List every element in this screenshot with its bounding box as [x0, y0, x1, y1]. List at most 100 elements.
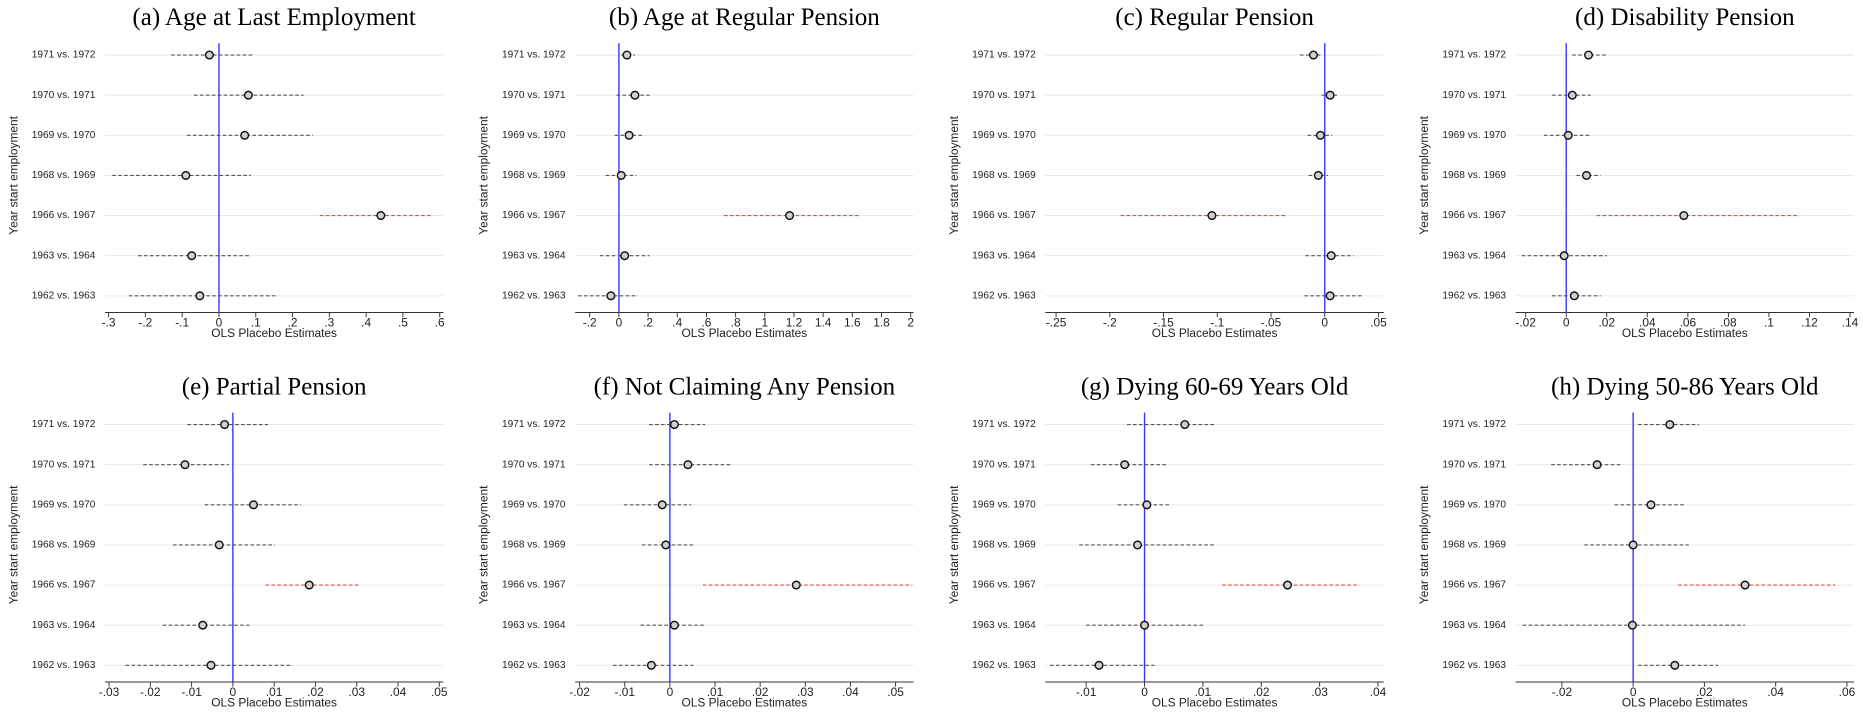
x-tick-label: .03: [348, 685, 365, 699]
y-tick-label: 1971 vs. 1972: [1442, 50, 1506, 61]
x-tick-label: .4: [672, 315, 682, 329]
y-tick-label: 1970 vs. 1971: [32, 459, 96, 470]
point-estimate: [1679, 211, 1689, 221]
x-tick-label: -.01: [1076, 685, 1097, 699]
point-estimate: [1325, 90, 1335, 100]
y-tick-label: 1968 vs. 1969: [502, 540, 566, 551]
panel-title: (a) Age at Last Employment: [132, 4, 415, 31]
x-tick-label: .8: [731, 315, 741, 329]
point-estimate: [1592, 460, 1602, 470]
y-tick-label: 1968 vs. 1969: [1442, 170, 1506, 181]
x-tick-label: .06: [1839, 685, 1856, 699]
x-tick-label: -.25: [1046, 315, 1067, 329]
point-estimate: [1142, 500, 1152, 510]
x-axis-label: OLS Placebo Estimates: [681, 326, 807, 340]
x-tick-label: .6: [701, 315, 711, 329]
x-tick-label: .02: [752, 685, 769, 699]
x-tick-label: .06: [1680, 315, 1697, 329]
y-tick-label: 1962 vs. 1963: [972, 660, 1036, 671]
y-axis-label: Year start employment: [6, 485, 20, 604]
x-tick-label: .01: [266, 685, 283, 699]
y-tick-label: 1970 vs. 1971: [1442, 90, 1506, 101]
y-tick-label: 1971 vs. 1972: [502, 50, 566, 61]
y-tick-label: 1962 vs. 1963: [32, 660, 96, 671]
point-estimate: [1315, 130, 1325, 140]
point-estimate: [1581, 170, 1592, 180]
y-tick-label: 1962 vs. 1963: [1442, 290, 1506, 301]
panel-title: (b) Age at Regular Pension: [609, 4, 880, 31]
y-tick-label: 1969 vs. 1970: [502, 499, 566, 510]
x-tick-label: .02: [1696, 685, 1713, 699]
x-tick-label: -.03: [99, 685, 120, 699]
point-estimate: [1563, 130, 1573, 140]
y-tick-label: 1971 vs. 1972: [32, 50, 96, 61]
point-estimate: [1133, 540, 1143, 550]
x-tick-label: .02: [1253, 685, 1270, 699]
y-tick-label: 1963 vs. 1964: [32, 620, 96, 631]
point-estimate: [1120, 460, 1130, 470]
y-tick-label: 1970 vs. 1971: [502, 459, 566, 470]
x-tick-label: -.01: [181, 685, 202, 699]
x-tick-label: .12: [1801, 315, 1818, 329]
point-estimate: [376, 211, 386, 221]
x-tick-label: -.15: [1153, 315, 1174, 329]
point-estimate: [1313, 170, 1323, 180]
x-tick-label: 0: [667, 685, 674, 699]
y-tick-label: 1971 vs. 1972: [502, 419, 566, 430]
x-tick-label: .04: [1767, 685, 1784, 699]
y-tick-label: 1966 vs. 1967: [32, 210, 96, 221]
point-estimate: [1627, 620, 1637, 630]
point-estimate: [243, 90, 253, 100]
y-tick-label: 1969 vs. 1970: [32, 130, 96, 141]
point-estimate: [1308, 50, 1318, 60]
x-tick-label: .04: [390, 685, 407, 699]
x-tick-label: -.02: [1552, 685, 1573, 699]
point-estimate: [198, 620, 208, 630]
x-tick-label: 1.2: [786, 315, 803, 329]
y-tick-label: 1966 vs. 1967: [1442, 580, 1506, 591]
x-tick-label: 0: [616, 315, 623, 329]
panel-title: (h) Dying 50-86 Years Old: [1551, 374, 1819, 401]
x-tick-label: .04: [1370, 685, 1387, 699]
y-tick-label: 1969 vs. 1970: [1442, 130, 1506, 141]
y-tick-label: 1966 vs. 1967: [502, 580, 566, 591]
x-tick-label: .1: [251, 315, 261, 329]
y-tick-label: 1971 vs. 1972: [972, 50, 1036, 61]
x-tick-label: .03: [1311, 685, 1328, 699]
x-tick-label: .03: [797, 685, 814, 699]
point-estimate: [616, 170, 626, 180]
y-tick-label: 1969 vs. 1970: [972, 130, 1036, 141]
point-estimate: [1740, 580, 1750, 590]
point-estimate: [195, 291, 205, 301]
x-axis-label: OLS Placebo Estimates: [1622, 326, 1748, 340]
y-tick-label: 1962 vs. 1963: [502, 660, 566, 671]
y-tick-label: 1966 vs. 1967: [972, 210, 1036, 221]
point-estimate: [220, 420, 230, 430]
x-tick-label: .04: [842, 685, 859, 699]
y-axis-label: Year start employment: [947, 485, 961, 604]
y-tick-label: 1968 vs. 1969: [972, 540, 1036, 551]
x-tick-label: -.3: [102, 315, 116, 329]
y-tick-label: 1963 vs. 1964: [1442, 620, 1506, 631]
point-estimate: [1670, 660, 1680, 670]
panel-title: (d) Disability Pension: [1575, 4, 1795, 31]
y-tick-label: 1963 vs. 1964: [972, 620, 1036, 631]
y-tick-label: 1966 vs. 1967: [972, 580, 1036, 591]
y-tick-label: 1968 vs. 1969: [1442, 540, 1506, 551]
y-tick-label: 1963 vs. 1964: [1442, 250, 1506, 261]
x-tick-label: .14: [1842, 315, 1859, 329]
point-estimate: [1180, 420, 1190, 430]
y-tick-label: 1968 vs. 1969: [972, 170, 1036, 181]
x-tick-label: 1.6: [844, 315, 861, 329]
point-estimate: [630, 90, 640, 100]
panel-title: (c) Regular Pension: [1115, 4, 1314, 31]
x-tick-label: .02: [1598, 315, 1615, 329]
y-tick-label: 1963 vs. 1964: [32, 250, 96, 261]
x-tick-label: -.02: [140, 685, 161, 699]
x-tick-label: -.02: [569, 685, 590, 699]
x-tick-label: -.2: [1103, 315, 1117, 329]
x-tick-label: -.1: [175, 315, 189, 329]
point-estimate: [1567, 90, 1577, 100]
point-estimate: [1628, 540, 1638, 550]
point-estimate: [669, 620, 679, 630]
